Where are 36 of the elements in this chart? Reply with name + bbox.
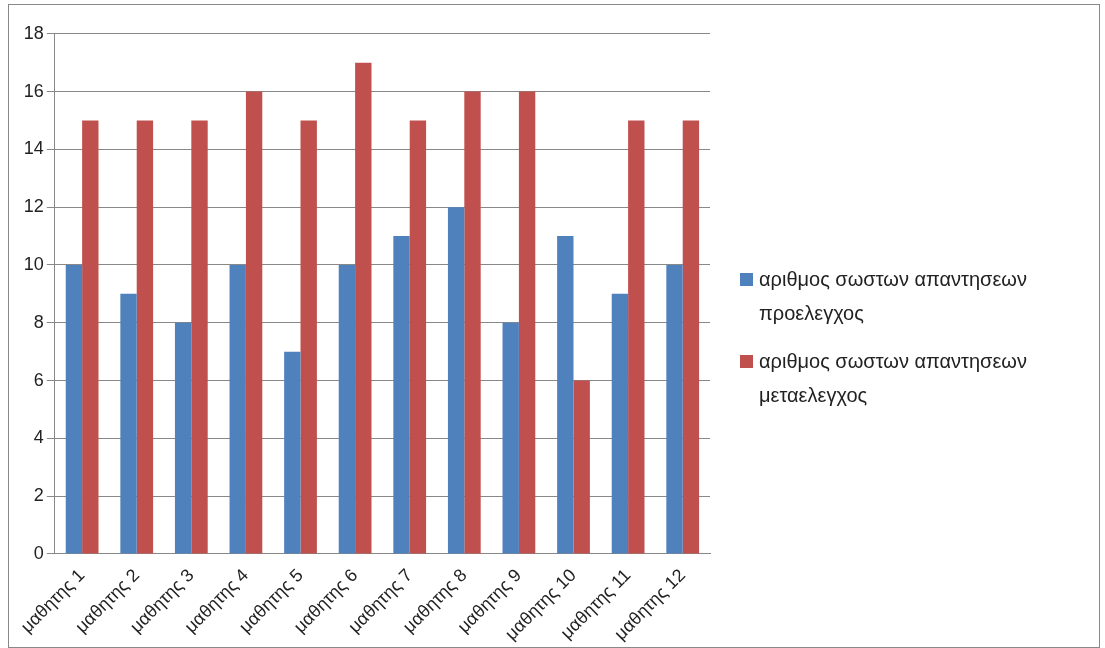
y-tick-label: 14	[23, 138, 44, 159]
bar	[682, 120, 700, 554]
bar	[65, 264, 83, 554]
y-tick-label: 10	[23, 253, 44, 274]
bar	[557, 236, 574, 554]
bar	[393, 236, 410, 554]
bar	[284, 351, 301, 554]
bar	[666, 264, 683, 554]
bar	[447, 207, 465, 554]
y-tick-label: 2	[33, 485, 44, 506]
bar	[300, 120, 317, 554]
bar	[628, 120, 645, 554]
y-tick-label: 0	[33, 542, 44, 563]
legend-label: αριθμος σωστων απαντησεων μεταελεγχος	[759, 349, 1028, 408]
y-tick-label: 4	[33, 427, 44, 448]
bar	[136, 120, 154, 554]
bar	[355, 62, 372, 554]
y-tick-label: 8	[33, 311, 44, 332]
bar	[518, 91, 536, 554]
bar	[191, 120, 208, 554]
bar	[229, 264, 246, 554]
y-tick-label: 6	[33, 369, 44, 390]
bar	[502, 322, 519, 554]
bar	[120, 293, 137, 554]
legend-label: αριθμος σωστων απαντησεων προελεγχος	[759, 267, 1028, 326]
bar	[174, 322, 192, 554]
bar	[611, 293, 629, 554]
bar	[82, 120, 99, 554]
y-tick-label: 18	[23, 22, 44, 43]
bar	[338, 264, 356, 554]
bar	[573, 380, 590, 554]
bar	[464, 91, 481, 554]
y-tick-label: 16	[23, 80, 44, 101]
y-tick-label: 12	[23, 196, 44, 217]
bar	[245, 91, 263, 554]
bar	[409, 120, 427, 554]
